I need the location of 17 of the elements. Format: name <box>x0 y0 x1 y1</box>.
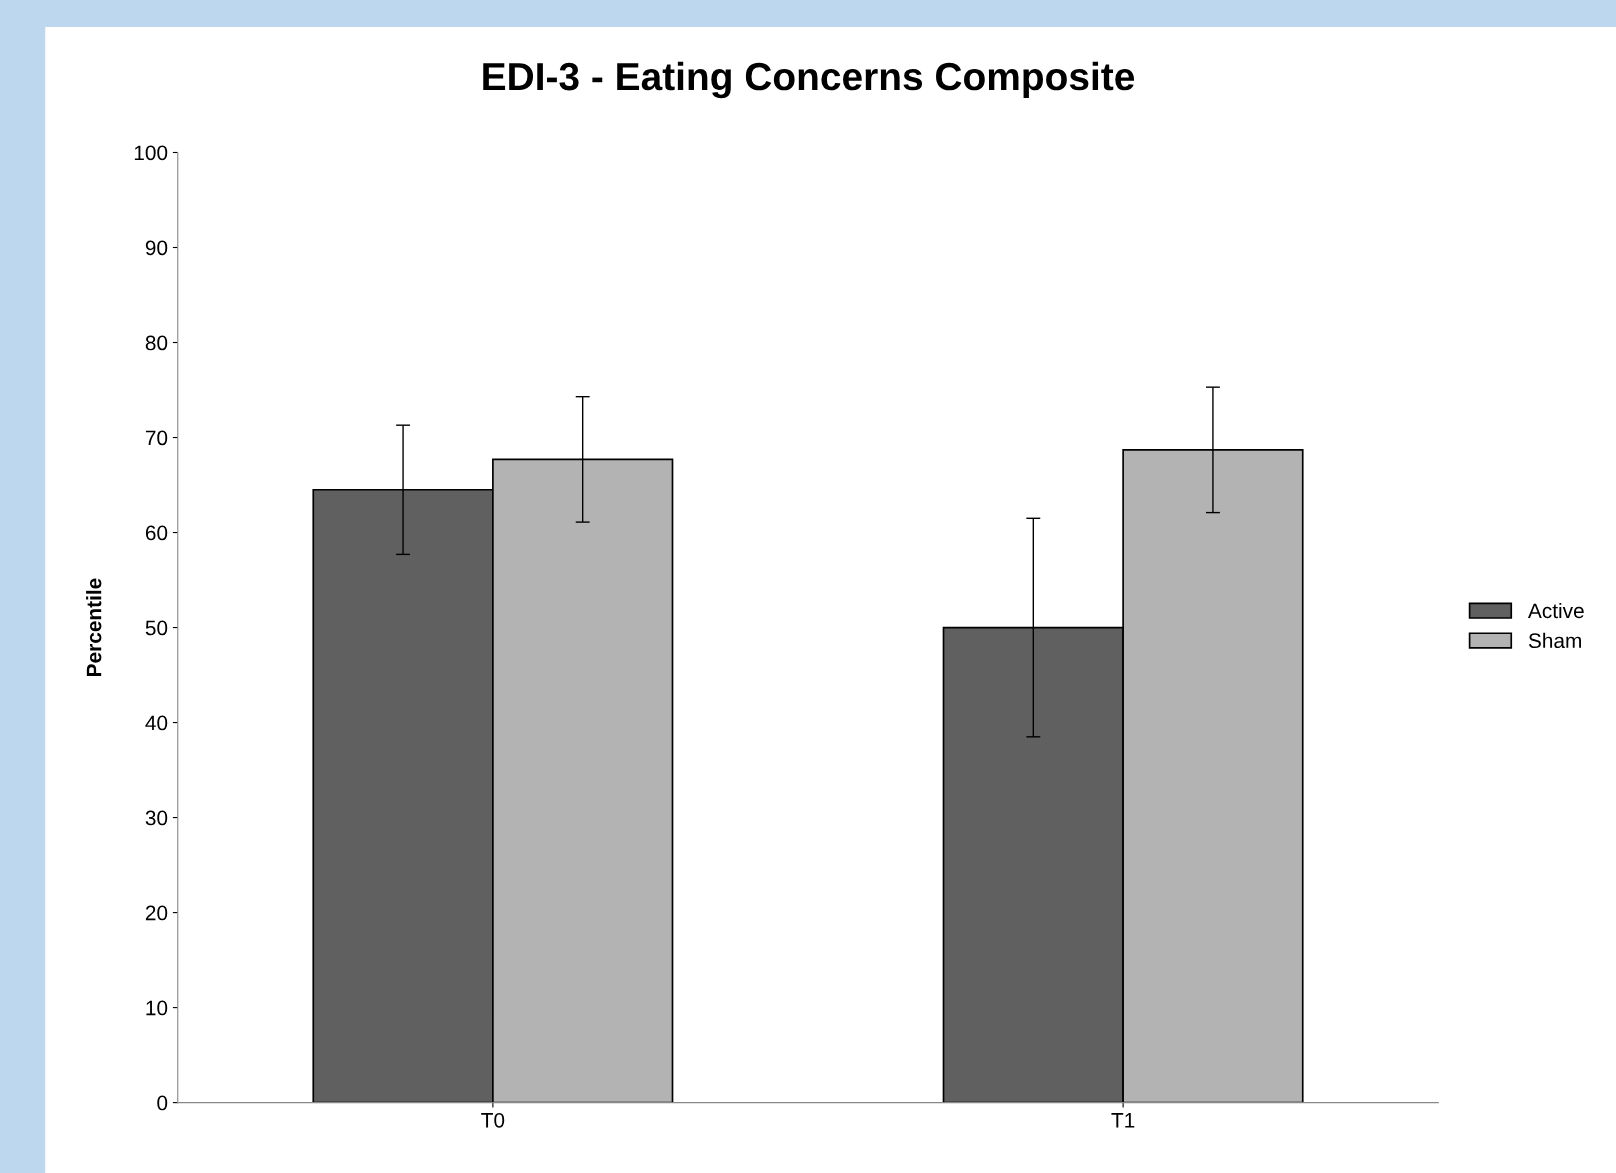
x-tick-label: T0 <box>481 1112 505 1128</box>
chart-title: EDI-3 - Eating Concerns Composite <box>483 61 1135 99</box>
y-axis-title: Percentile <box>86 578 102 676</box>
y-tick-label: 30 <box>145 810 168 826</box>
y-tick-label: 10 <box>146 1000 168 1016</box>
y-tick-label: 20 <box>145 905 168 921</box>
y-tick-label: 50 <box>145 620 168 636</box>
y-tick-label: 80 <box>145 335 168 351</box>
y-tick-label: 40 <box>145 715 168 731</box>
y-tick-label: 90 <box>145 240 168 256</box>
y-tick-label: 100 <box>134 145 168 161</box>
x-tick-label: T1 <box>1111 1113 1135 1128</box>
y-tick-label: 60 <box>145 525 168 541</box>
y-tick-label: 0 <box>157 1095 168 1111</box>
legend-label: Active <box>1527 602 1584 619</box>
y-tick-label: 70 <box>145 430 168 446</box>
legend-label: Sham <box>1528 632 1581 649</box>
